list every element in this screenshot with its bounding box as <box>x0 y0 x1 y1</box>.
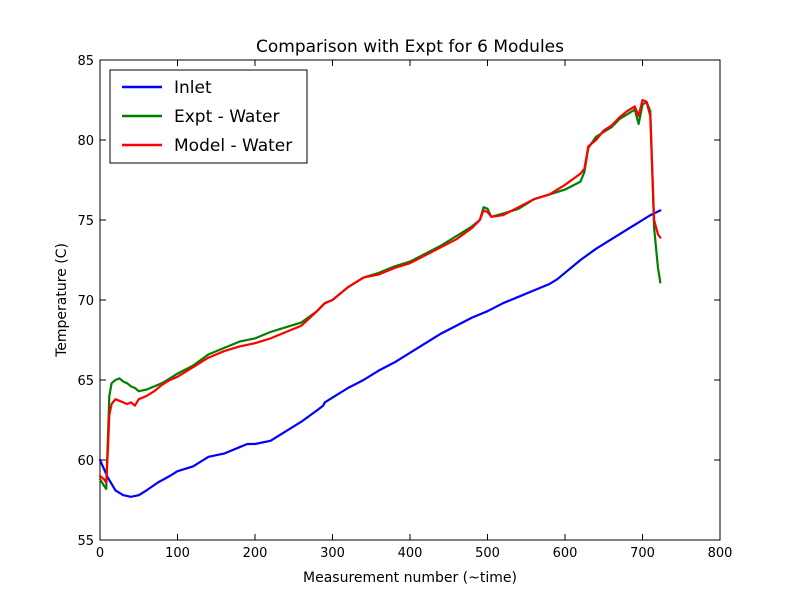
y-tick-label: 55 <box>77 534 94 549</box>
y-tick-label: 75 <box>77 214 94 229</box>
tick-layer: 0 100 200 300 400 500 600 700 800 55 60 65 70 75 80 85 <box>77 54 732 561</box>
y-tick-label: 65 <box>77 374 94 389</box>
y-tick-label: 85 <box>77 54 94 69</box>
x-tick-label: 300 <box>320 546 345 561</box>
x-tick-label: 400 <box>398 546 423 561</box>
x-tick-label: 800 <box>708 546 733 561</box>
chart-title: Comparison with Expt for 6 Modules <box>256 37 564 57</box>
legend-label: Inlet <box>174 78 212 98</box>
y-tick-label: 80 <box>77 134 94 149</box>
x-tick-label: 0 <box>96 546 104 561</box>
y-axis-label: Temperature (C) <box>54 243 70 358</box>
x-tick-label: 600 <box>553 546 578 561</box>
x-axis-label: Measurement number (~time) <box>303 570 517 586</box>
series-line-model-water <box>98 98 662 484</box>
x-tick-label: 500 <box>475 546 500 561</box>
y-tick-label: 70 <box>77 294 94 309</box>
x-tick-label: 200 <box>243 546 268 561</box>
series-line-expt-water <box>98 100 662 490</box>
x-tick-label: 700 <box>630 546 655 561</box>
series-line-inlet <box>98 209 662 498</box>
legend-label: Expt - Water <box>174 107 279 127</box>
legend-label: Model - Water <box>174 136 292 156</box>
x-tick-label: 100 <box>165 546 190 561</box>
legend: Inlet Expt - Water Model - Water <box>109 69 308 164</box>
series-layer <box>98 98 662 498</box>
y-tick-label: 60 <box>77 454 94 469</box>
